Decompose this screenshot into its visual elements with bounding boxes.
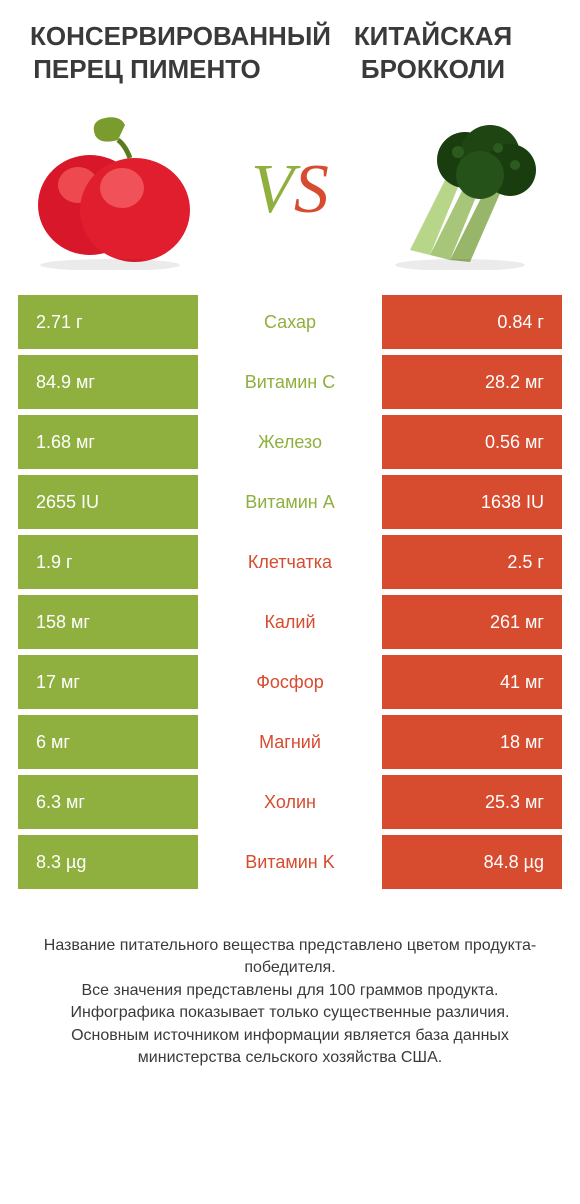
table-row: 158 мгКалий261 мг bbox=[18, 595, 562, 649]
left-value: 6 мг bbox=[18, 715, 198, 769]
vs-s: S bbox=[294, 151, 329, 228]
right-value: 0.56 мг bbox=[382, 415, 562, 469]
nutrient-label: Витамин A bbox=[198, 475, 382, 529]
left-value: 6.3 мг bbox=[18, 775, 198, 829]
comparison-table: 2.71 гСахар0.84 г 84.9 мгВитамин C28.2 мг… bbox=[0, 295, 580, 889]
left-value: 8.3 µg bbox=[18, 835, 198, 889]
nutrient-label: Магний bbox=[198, 715, 382, 769]
right-value: 25.3 мг bbox=[382, 775, 562, 829]
right-value: 0.84 г bbox=[382, 295, 562, 349]
right-value: 261 мг bbox=[382, 595, 562, 649]
left-value: 1.68 мг bbox=[18, 415, 198, 469]
right-value: 18 мг bbox=[382, 715, 562, 769]
images-row: VS bbox=[0, 95, 580, 295]
left-value: 1.9 г bbox=[18, 535, 198, 589]
nutrient-label: Витамин K bbox=[198, 835, 382, 889]
right-product-title: КИТАЙСКАЯ БРОККОЛИ bbox=[316, 20, 550, 85]
right-value: 28.2 мг bbox=[382, 355, 562, 409]
nutrient-label: Клетчатка bbox=[198, 535, 382, 589]
nutrient-label: Сахар bbox=[198, 295, 382, 349]
footer-line: Основным источником информации является … bbox=[30, 1025, 550, 1070]
right-value: 41 мг bbox=[382, 655, 562, 709]
left-value: 2655 IU bbox=[18, 475, 198, 529]
table-row: 6 мгМагний18 мг bbox=[18, 715, 562, 769]
table-row: 17 мгФосфор41 мг bbox=[18, 655, 562, 709]
left-value: 158 мг bbox=[18, 595, 198, 649]
nutrient-label: Фосфор bbox=[198, 655, 382, 709]
table-row: 2655 IUВитамин A1638 IU bbox=[18, 475, 562, 529]
left-product-image bbox=[30, 110, 210, 270]
nutrient-label: Железо bbox=[198, 415, 382, 469]
nutrient-label: Калий bbox=[198, 595, 382, 649]
right-value: 1638 IU bbox=[382, 475, 562, 529]
table-row: 1.68 мгЖелезо0.56 мг bbox=[18, 415, 562, 469]
right-product-image bbox=[370, 110, 550, 270]
footer-line: Все значения представлены для 100 граммо… bbox=[30, 980, 550, 1002]
vs-label: VS bbox=[251, 155, 329, 225]
table-row: 1.9 гКлетчатка2.5 г bbox=[18, 535, 562, 589]
table-row: 8.3 µgВитамин K84.8 µg bbox=[18, 835, 562, 889]
left-product-title: КОНСЕРВИРОВАННЫЙ ПЕРЕЦ ПИМЕНТО bbox=[30, 20, 264, 85]
right-value: 84.8 µg bbox=[382, 835, 562, 889]
vs-v: V bbox=[251, 151, 294, 228]
table-row: 6.3 мгХолин25.3 мг bbox=[18, 775, 562, 829]
footer-line: Инфографика показывает только существенн… bbox=[30, 1002, 550, 1024]
footer-notes: Название питательного вещества представл… bbox=[0, 895, 580, 1069]
table-row: 84.9 мгВитамин C28.2 мг bbox=[18, 355, 562, 409]
left-value: 2.71 г bbox=[18, 295, 198, 349]
right-value: 2.5 г bbox=[382, 535, 562, 589]
nutrient-label: Холин bbox=[198, 775, 382, 829]
left-value: 84.9 мг bbox=[18, 355, 198, 409]
left-value: 17 мг bbox=[18, 655, 198, 709]
table-row: 2.71 гСахар0.84 г bbox=[18, 295, 562, 349]
header: КОНСЕРВИРОВАННЫЙ ПЕРЕЦ ПИМЕНТО КИТАЙСКАЯ… bbox=[0, 0, 580, 95]
footer-line: Название питательного вещества представл… bbox=[30, 935, 550, 980]
nutrient-label: Витамин C bbox=[198, 355, 382, 409]
